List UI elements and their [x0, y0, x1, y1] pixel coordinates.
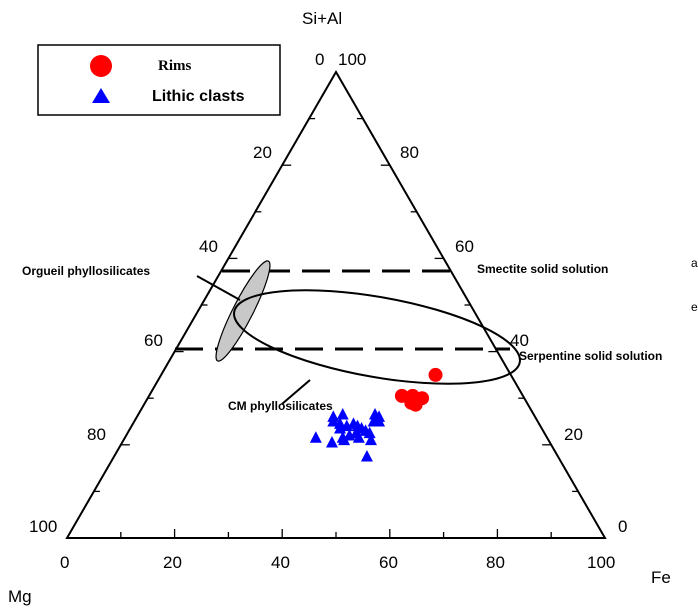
legend-rims-marker — [90, 55, 112, 77]
lithic-clast-point-2 — [327, 415, 340, 427]
tick-label-left-3: 40 — [199, 237, 218, 256]
lithic-clast-point-16 — [364, 433, 377, 446]
tick-marks — [93, 117, 579, 538]
rim-point-5 — [408, 397, 423, 412]
lithic-clast-point-22 — [338, 433, 351, 446]
data-markers — [309, 367, 443, 462]
lithic-clast-point-19 — [325, 435, 338, 448]
vertex-label-left: Mg — [8, 587, 32, 606]
smectite-label: Smectite solid solution — [477, 262, 608, 276]
lithic-clast-point-23 — [360, 449, 373, 462]
tick-label-left-2: 60 — [144, 331, 163, 350]
tick-label-right-2: 40 — [510, 331, 529, 350]
orgueil-leader-line — [196, 275, 241, 301]
tick-label-bottom-5: 100 — [587, 553, 615, 572]
tick-label-right-3: 60 — [455, 237, 474, 256]
vertex-label-top: Si+Al — [302, 9, 342, 28]
legend-rims-label: Rims — [158, 58, 191, 74]
tick-label-left-0: 100 — [29, 517, 57, 536]
ternary-triangle — [65, 69, 607, 539]
cm-region — [233, 289, 521, 385]
lithic-clast-point-1 — [336, 408, 349, 420]
tick-label-left-4: 20 — [253, 143, 272, 162]
lithic-clast-point-12 — [373, 415, 386, 427]
tick-label-right-5: 100 — [338, 50, 366, 69]
tick-label-bottom-0: 0 — [60, 553, 69, 572]
lithic-clast-point-14 — [363, 426, 376, 439]
tick-label-bottom-2: 40 — [271, 553, 290, 572]
tick-label-bottom-4: 80 — [486, 553, 505, 572]
tick-label-right-4: 80 — [400, 143, 419, 162]
lithic-clast-point-21 — [309, 431, 322, 443]
vertex-label-right: Fe — [651, 568, 671, 587]
tick-label-bottom-1: 20 — [163, 553, 182, 572]
tick-label-left-5: 0 — [315, 50, 324, 69]
lithic-clast-point-20 — [350, 426, 363, 439]
edge-fragment-upper: a — [691, 256, 698, 270]
orgueil-label: Orgueil phyllosilicates — [22, 264, 150, 278]
legend: Rims Lithic clasts — [37, 44, 281, 116]
tick-label-right-0: 0 — [618, 517, 627, 536]
cm-leader-line — [281, 379, 311, 405]
rim-point-0 — [428, 367, 443, 382]
edge-fragment-lower: e — [691, 300, 698, 314]
cm-label: CM phyllosilicates — [228, 399, 333, 413]
legend-box — [37, 44, 281, 116]
legend-lithic-marker — [92, 88, 110, 103]
tick-label-bottom-3: 60 — [379, 553, 398, 572]
serpentine-label: Serpentine solid solution — [519, 349, 662, 363]
orgueil-region — [215, 260, 271, 362]
tick-label-left-1: 80 — [87, 425, 106, 444]
legend-lithic-label: Lithic clasts — [152, 88, 245, 105]
tick-label-right-1: 20 — [564, 425, 583, 444]
